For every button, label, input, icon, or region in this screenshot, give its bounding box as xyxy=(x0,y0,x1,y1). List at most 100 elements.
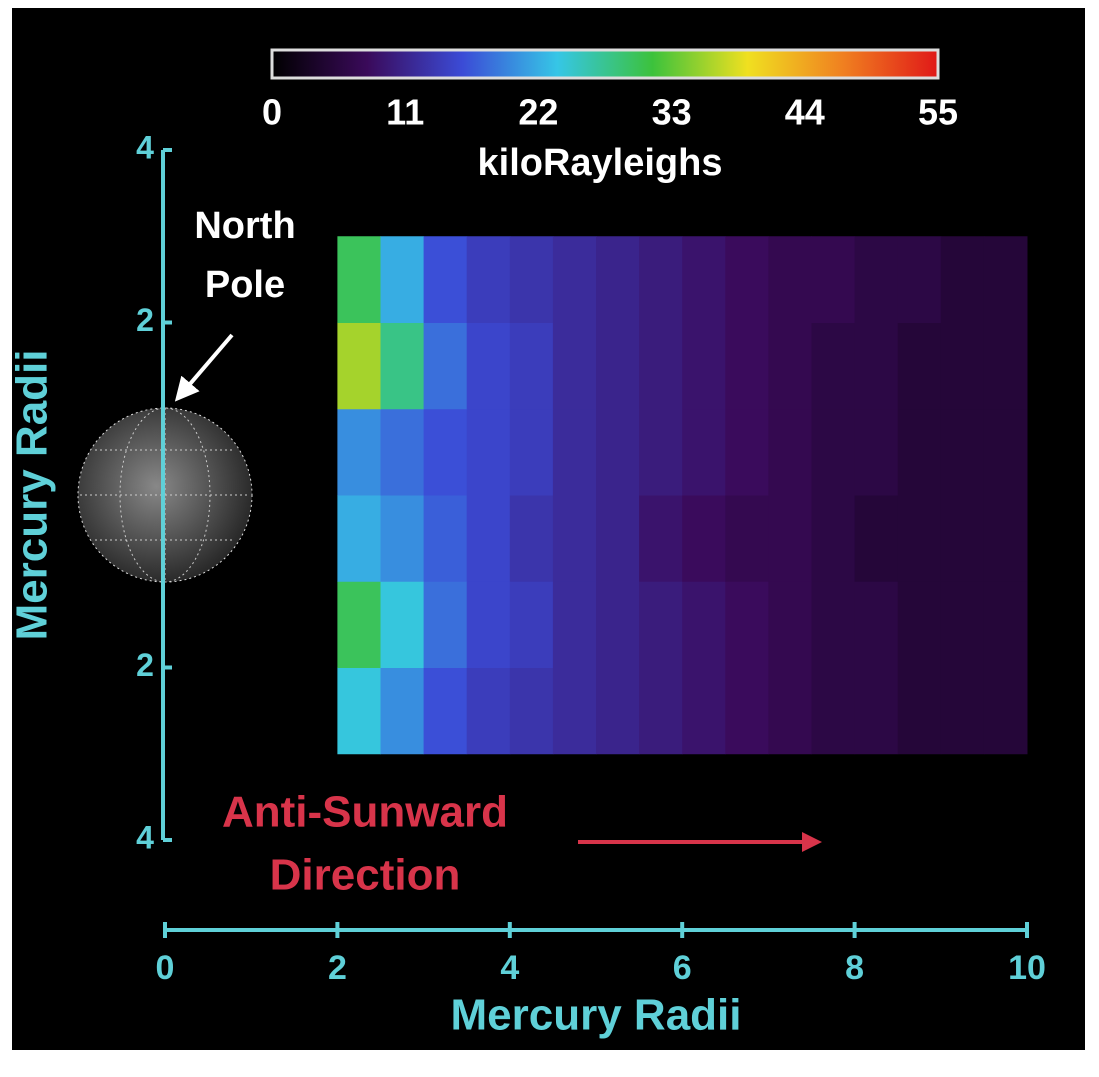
y-tick-label: 4 xyxy=(136,819,154,855)
heat-cell xyxy=(596,236,640,323)
heat-cell xyxy=(337,668,381,755)
heat-cell xyxy=(812,323,856,410)
heat-cell xyxy=(639,495,683,582)
y-tick-label: 4 xyxy=(136,129,154,165)
heat-cell xyxy=(855,409,899,496)
y-tick-label: 2 xyxy=(136,302,154,338)
heat-cell xyxy=(424,236,468,323)
heat-cell xyxy=(639,668,683,755)
heat-cell xyxy=(639,323,683,410)
heat-cell xyxy=(725,668,769,755)
heat-cell xyxy=(510,668,554,755)
heat-cell xyxy=(553,236,597,323)
annotation: North xyxy=(194,205,295,247)
heat-cell xyxy=(682,495,726,582)
heat-cell xyxy=(639,236,683,323)
heat-cell xyxy=(768,495,812,582)
heat-cell xyxy=(467,236,511,323)
heat-cell xyxy=(682,409,726,496)
heat-cell xyxy=(424,323,468,410)
colorbar-tick-label: 44 xyxy=(785,92,825,133)
heat-cell xyxy=(510,409,554,496)
heat-cell xyxy=(337,409,381,496)
heat-cell xyxy=(639,409,683,496)
heat-cell xyxy=(381,236,425,323)
y-tick-label: 2 xyxy=(136,647,154,683)
heat-cell xyxy=(424,495,468,582)
heat-cell xyxy=(941,409,985,496)
heat-cell xyxy=(510,495,554,582)
heat-cell xyxy=(510,323,554,410)
heat-cell xyxy=(941,581,985,668)
heat-cell xyxy=(941,323,985,410)
heat-cell xyxy=(467,581,511,668)
heat-cell xyxy=(424,581,468,668)
heat-cell xyxy=(639,581,683,668)
colorbar-tick-label: 33 xyxy=(652,92,692,133)
x-tick-label: 2 xyxy=(328,949,347,987)
heat-cell xyxy=(855,236,899,323)
heat-cell xyxy=(467,495,511,582)
heat-cell xyxy=(467,668,511,755)
colorbar-tick-label: 0 xyxy=(262,92,282,133)
annotation: Pole xyxy=(205,264,285,306)
heat-cell xyxy=(553,409,597,496)
heat-cell xyxy=(725,581,769,668)
heat-cell xyxy=(553,323,597,410)
x-tick-label: 4 xyxy=(500,949,519,987)
heat-cell xyxy=(898,323,942,410)
heat-cell xyxy=(984,495,1028,582)
heat-cell xyxy=(725,323,769,410)
colorbar xyxy=(272,50,938,78)
heat-cell xyxy=(553,668,597,755)
heat-cell xyxy=(337,236,381,323)
heat-cell xyxy=(424,409,468,496)
heat-cell xyxy=(725,236,769,323)
heat-cell xyxy=(984,323,1028,410)
heat-cell xyxy=(984,581,1028,668)
heat-cell xyxy=(855,495,899,582)
heat-cell xyxy=(596,495,640,582)
heat-cell xyxy=(855,581,899,668)
heat-cell xyxy=(337,323,381,410)
chart: North Pole Anti-Sunward Direction kiloRa… xyxy=(0,0,1099,1077)
heat-cell xyxy=(596,409,640,496)
heat-cell xyxy=(812,495,856,582)
heat-cell xyxy=(768,668,812,755)
heat-cell xyxy=(898,495,942,582)
heat-cell xyxy=(596,668,640,755)
heat-cell xyxy=(467,409,511,496)
heat-cell xyxy=(855,668,899,755)
heat-cell xyxy=(510,581,554,668)
heat-cell xyxy=(898,409,942,496)
heat-cell xyxy=(510,236,554,323)
colorbar-label: kiloRayleighs xyxy=(478,142,723,184)
colorbar-tick-label: 55 xyxy=(918,92,958,133)
heat-cell xyxy=(812,581,856,668)
heat-cell xyxy=(812,409,856,496)
heat-cell xyxy=(381,581,425,668)
heat-cell xyxy=(768,323,812,410)
annotation: Direction xyxy=(270,851,461,900)
heat-cell xyxy=(682,323,726,410)
x-axis-label: Mercury Radii xyxy=(451,991,742,1040)
heat-cell xyxy=(984,236,1028,323)
colorbar-tick-label: 11 xyxy=(386,92,424,133)
heat-cell xyxy=(812,236,856,323)
heat-cell xyxy=(725,409,769,496)
heat-cell xyxy=(725,495,769,582)
heat-cell xyxy=(381,409,425,496)
heat-cell xyxy=(941,668,985,755)
heat-cell xyxy=(984,409,1028,496)
heat-cell xyxy=(941,495,985,582)
heat-cell xyxy=(467,323,511,410)
heat-cell xyxy=(682,236,726,323)
heat-cell xyxy=(424,668,468,755)
colorbar-tick-label: 22 xyxy=(518,92,558,133)
x-tick-label: 8 xyxy=(845,949,864,987)
heat-cell xyxy=(337,495,381,582)
heat-cell xyxy=(984,668,1028,755)
heat-cell xyxy=(898,236,942,323)
heat-cell xyxy=(898,668,942,755)
heat-cell xyxy=(381,668,425,755)
